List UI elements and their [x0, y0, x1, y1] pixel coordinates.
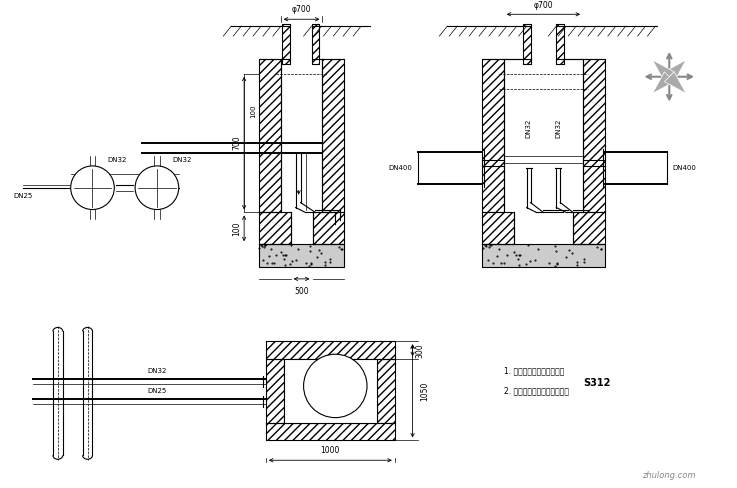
Bar [556, 24, 565, 64]
Bar [573, 212, 605, 244]
Bar [573, 212, 605, 244]
Bar [482, 59, 504, 212]
Bar [266, 341, 395, 359]
Text: DN32: DN32 [555, 119, 562, 138]
Bar [282, 24, 290, 64]
Text: DN400: DN400 [388, 165, 413, 171]
Bar [482, 59, 504, 212]
Text: 1. 允许偏差按规范要求执行: 1. 允许偏差按规范要求执行 [504, 366, 564, 376]
Bar [312, 212, 344, 244]
Text: φ700: φ700 [534, 1, 553, 10]
Bar [312, 24, 319, 64]
Bar [583, 59, 605, 212]
Bar [482, 212, 514, 244]
Circle shape [71, 166, 114, 209]
Bar [322, 59, 344, 212]
Text: 300: 300 [416, 343, 425, 358]
Text: 1000: 1000 [321, 447, 340, 455]
Bar [482, 212, 514, 244]
Bar [259, 59, 281, 212]
Bar [266, 423, 395, 441]
Bar [266, 341, 395, 359]
Bar [583, 59, 605, 212]
Bar [266, 359, 284, 423]
Bar [266, 423, 395, 441]
Bar [377, 359, 395, 423]
Text: 100: 100 [232, 221, 241, 236]
Bar [523, 24, 531, 64]
Text: 100: 100 [250, 104, 256, 118]
Bar [282, 24, 290, 64]
Bar [482, 244, 605, 267]
Bar [266, 359, 284, 423]
Text: DN25: DN25 [13, 193, 32, 199]
Bar [583, 59, 605, 212]
Bar [523, 24, 531, 64]
Bar [259, 244, 344, 267]
Text: DN32: DN32 [525, 119, 531, 138]
Bar [259, 212, 290, 244]
Text: zhulong.com: zhulong.com [643, 470, 696, 480]
Text: DN32: DN32 [147, 368, 167, 374]
Bar [312, 212, 344, 244]
Circle shape [135, 166, 178, 209]
Text: 500: 500 [294, 287, 309, 296]
Text: S312: S312 [583, 378, 610, 388]
Bar [259, 59, 281, 212]
Text: φ700: φ700 [292, 5, 312, 14]
Text: DN32: DN32 [172, 157, 192, 163]
Bar [556, 24, 565, 64]
Bar [259, 212, 290, 244]
Polygon shape [652, 60, 674, 81]
Bar [377, 359, 395, 423]
Bar [259, 212, 290, 244]
Polygon shape [664, 72, 686, 93]
Bar [312, 24, 319, 64]
Bar [266, 423, 395, 441]
Bar [282, 24, 290, 64]
Text: DN25: DN25 [147, 388, 167, 394]
Circle shape [304, 354, 367, 418]
Text: 1050: 1050 [421, 381, 430, 401]
Bar [284, 359, 377, 423]
Polygon shape [652, 72, 674, 93]
Bar [377, 359, 395, 423]
Text: 2. 混凝土强度等级按设计确定: 2. 混凝土强度等级按设计确定 [504, 386, 569, 395]
Bar [482, 212, 514, 244]
Bar [259, 59, 281, 212]
Bar [266, 341, 395, 359]
Polygon shape [664, 60, 686, 81]
Text: 700: 700 [232, 136, 241, 150]
Bar [556, 24, 565, 64]
Bar [482, 59, 504, 212]
Text: DN32: DN32 [108, 157, 127, 163]
Bar [523, 24, 531, 64]
Bar [266, 359, 284, 423]
Bar [504, 59, 583, 212]
Bar [322, 59, 344, 212]
Bar [312, 212, 344, 244]
Bar [573, 212, 605, 244]
Bar [281, 59, 322, 212]
Bar [322, 59, 344, 212]
Text: DN400: DN400 [672, 165, 696, 171]
Bar [312, 24, 319, 64]
